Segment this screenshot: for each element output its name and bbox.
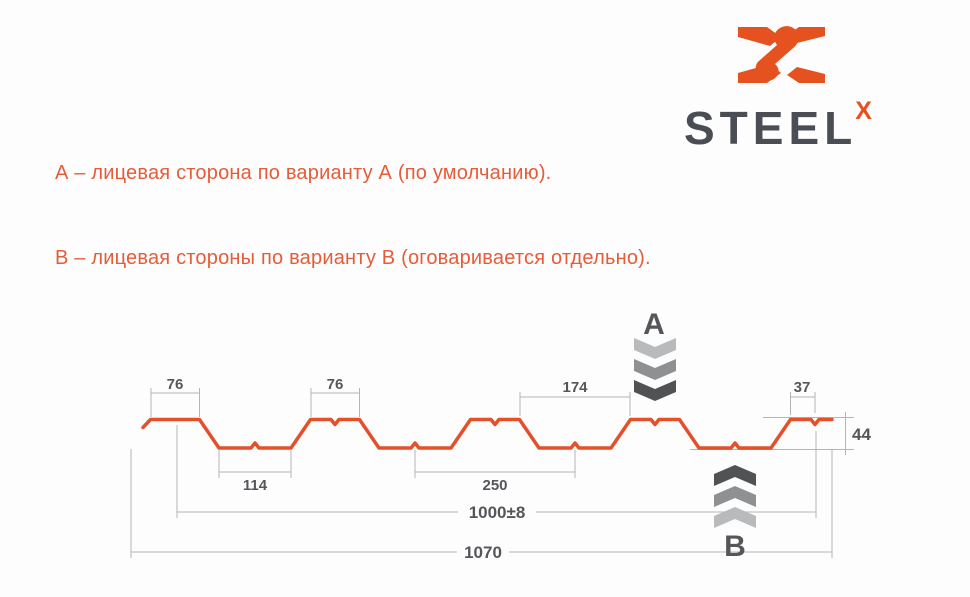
dim-between-crests-label: 174 bbox=[562, 379, 588, 396]
dim-edge-crest: 37 bbox=[790, 379, 816, 415]
profile-outline bbox=[141, 417, 834, 450]
dim-crest2: 76 bbox=[310, 376, 360, 417]
dim-overall-width: 1070 bbox=[130, 449, 833, 562]
logo-brand: STEEL bbox=[684, 102, 858, 154]
dim-crest1-label: 76 bbox=[167, 376, 184, 393]
marker-a: A bbox=[634, 308, 676, 401]
dim-overall-width-label: 1070 bbox=[464, 543, 502, 562]
dim-useful-width-label: 1000±8 bbox=[469, 503, 526, 522]
dim-height-label: 44 bbox=[852, 425, 871, 444]
marker-b-chevron-2 bbox=[714, 486, 756, 507]
dim-crest2-label: 76 bbox=[327, 376, 344, 393]
dim-valley-label: 114 bbox=[243, 477, 268, 494]
logo-s-ribbon bbox=[755, 26, 799, 81]
marker-b-chevron-3 bbox=[714, 507, 756, 528]
dim-valley: 114 bbox=[218, 450, 292, 494]
logo-arm-top-left bbox=[738, 27, 781, 46]
marker-a-chevron-3 bbox=[634, 380, 676, 401]
marker-b-letter: B bbox=[724, 530, 746, 563]
logo-arm-bottom-right bbox=[787, 67, 825, 83]
steelx-logo-icon bbox=[738, 26, 825, 83]
marker-b: B bbox=[714, 465, 756, 563]
dim-crest1: 76 bbox=[150, 376, 200, 417]
dim-between-crests: 174 bbox=[519, 379, 631, 416]
dim-pitch-label: 250 bbox=[482, 477, 507, 494]
steelx-logo-text: STEELX bbox=[684, 97, 924, 155]
marker-a-chevron-2 bbox=[634, 359, 676, 380]
logo-mark-x: X bbox=[855, 97, 872, 125]
dim-edge-crest-label: 37 bbox=[794, 379, 811, 396]
note-variant-b: В – лицевая стороны по варианту В (огова… bbox=[55, 247, 651, 269]
marker-a-letter: A bbox=[643, 308, 665, 341]
note-variant-a: А – лицевая сторона по варианту А (по ум… bbox=[55, 162, 552, 184]
dim-pitch: 250 bbox=[414, 450, 576, 494]
dim-useful-width: 1000±8 bbox=[176, 425, 817, 522]
marker-b-chevron-1 bbox=[714, 465, 756, 486]
marker-a-chevron-1 bbox=[634, 338, 676, 359]
